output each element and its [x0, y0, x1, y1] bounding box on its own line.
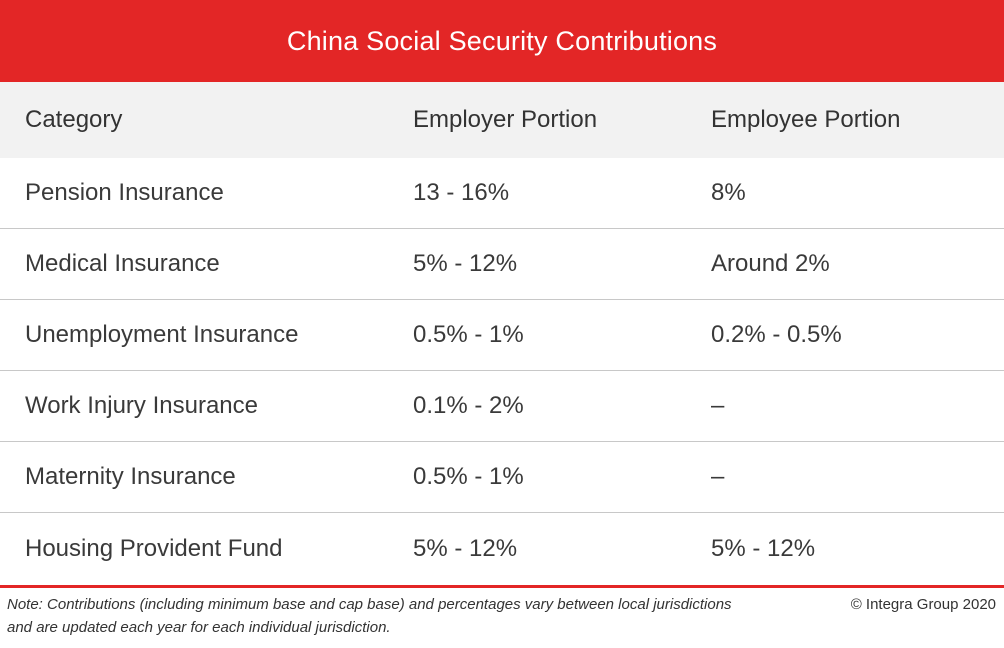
- cell-employee: Around 2%: [711, 250, 830, 277]
- cell-employer: 5% - 12%: [413, 535, 518, 562]
- cell-category: Work Injury Insurance: [25, 392, 258, 419]
- cell-employer: 0.1% - 2%: [413, 392, 524, 419]
- cell-employee: –: [711, 463, 725, 490]
- cell-employee: 8%: [711, 179, 746, 206]
- cell-category: Maternity Insurance: [25, 463, 236, 490]
- cell-category: Unemployment Insurance: [25, 321, 299, 348]
- table-header-row: Category Employer Portion Employee Porti…: [0, 82, 1004, 158]
- copyright-notice: © Integra Group 2020: [850, 596, 996, 613]
- cell-employee: 0.2% - 0.5%: [711, 321, 842, 348]
- header-category: Category: [25, 106, 123, 133]
- table-row: Work Injury Insurance 0.1% - 2% –: [0, 371, 1004, 442]
- footer-divider: [0, 585, 1004, 588]
- cell-category: Housing Provident Fund: [25, 535, 283, 562]
- table-row: Pension Insurance 13 - 16% 8%: [0, 158, 1004, 229]
- cell-employer: 13 - 16%: [413, 179, 510, 206]
- cell-employer: 0.5% - 1%: [413, 463, 524, 490]
- cell-employee: 5% - 12%: [711, 535, 816, 562]
- footnote: Note: Contributions (including minimum b…: [7, 596, 732, 636]
- cell-employee: –: [711, 392, 725, 419]
- header-employee-portion: Employee Portion: [711, 106, 901, 133]
- header-employer-portion: Employer Portion: [413, 106, 598, 133]
- table-row: Maternity Insurance 0.5% - 1% –: [0, 442, 1004, 513]
- cell-category: Pension Insurance: [25, 179, 224, 206]
- table-row: Housing Provident Fund 5% - 12% 5% - 12%: [0, 513, 1004, 585]
- cell-category: Medical Insurance: [25, 250, 220, 277]
- contributions-table: Category Employer Portion Employee Porti…: [0, 82, 1004, 585]
- cell-employer: 0.5% - 1%: [413, 321, 524, 348]
- title-bar: China Social Security Contributions: [0, 0, 1004, 82]
- cell-employer: 5% - 12%: [413, 250, 518, 277]
- table-row: Medical Insurance 5% - 12% Around 2%: [0, 229, 1004, 300]
- table-row: Unemployment Insurance 0.5% - 1% 0.2% - …: [0, 300, 1004, 371]
- table-title: China Social Security Contributions: [286, 25, 718, 56]
